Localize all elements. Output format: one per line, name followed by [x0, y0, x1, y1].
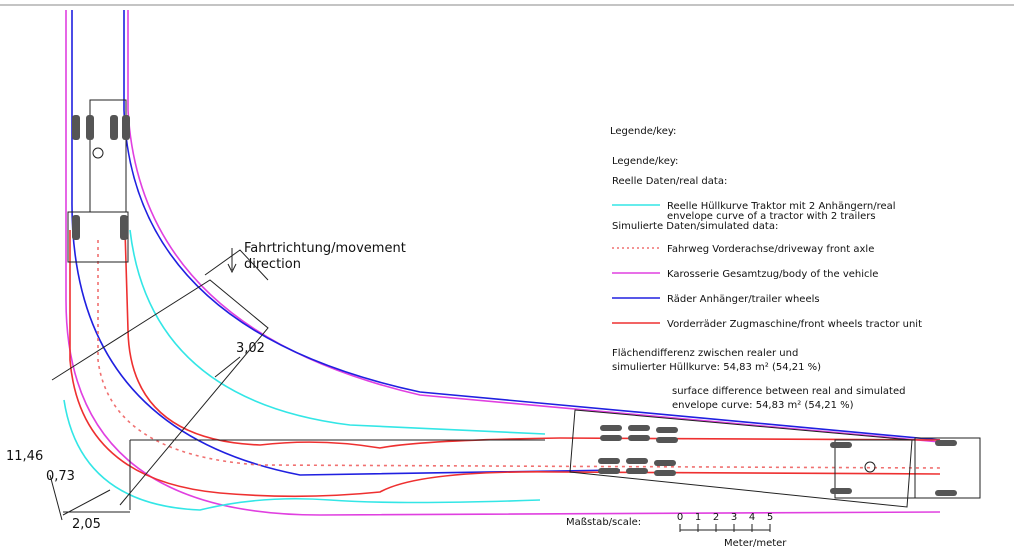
wheel: [628, 425, 650, 431]
wheel: [935, 440, 957, 446]
wheel: [830, 488, 852, 494]
vehicle-outlines: [49, 99, 981, 521]
hitch-right: [864, 461, 876, 473]
wheel: [656, 427, 678, 433]
scale-tick-label: 3: [731, 512, 737, 523]
scale-tick-label: 4: [749, 512, 755, 523]
tractor-cab: [914, 437, 981, 499]
wheel: [654, 460, 676, 466]
wheel: [110, 115, 118, 140]
legend-title: Legende/key:: [612, 156, 678, 167]
wheel: [628, 435, 650, 441]
direction: direction: [244, 257, 301, 272]
legend-entry: Karosserie Gesamtzug/body of the vehicle: [667, 269, 878, 280]
wheel: [600, 425, 622, 431]
scale-tick-label: 1: [695, 512, 701, 523]
difference-en: surface difference between real and simu…: [672, 386, 905, 397]
wheel: [72, 215, 80, 240]
wheel: [120, 215, 128, 240]
wheel: [86, 115, 94, 140]
scale-tick-label: 5: [767, 512, 773, 523]
dim-offset: 0,73: [46, 469, 75, 484]
wheel: [830, 442, 852, 448]
real-inner: [129, 229, 546, 435]
difference-en: envelope curve: 54,83 m² (54,21 %): [672, 400, 854, 411]
trailer: [569, 409, 913, 508]
dim-width: 3,02: [236, 341, 265, 356]
wheel: [600, 435, 622, 441]
wheel: [598, 458, 620, 464]
front-inner: [124, 229, 941, 449]
dim-length: 11,46: [6, 449, 43, 464]
legend-heading: Legende/key:: [610, 126, 676, 137]
real-heading: Reelle Daten/real data:: [612, 176, 727, 187]
scale-unit: Meter/meter: [724, 538, 787, 549]
driveway: [97, 240, 941, 469]
wheels-inner: [123, 10, 941, 441]
wheel: [626, 468, 648, 474]
difference-de: simulierter Hüllkurve: 54,83 m² (54,21 %…: [612, 362, 821, 373]
wheel: [72, 115, 80, 140]
wheels: [72, 115, 957, 496]
scale-label: Maßstab/scale:: [566, 517, 641, 528]
scale-tick-label: 0: [677, 512, 683, 523]
wheel: [935, 490, 957, 496]
scale-tick-label: 2: [713, 512, 719, 523]
wheel: [598, 468, 620, 474]
legend-entry: Räder Anhänger/trailer wheels: [667, 294, 820, 305]
wheel: [656, 437, 678, 443]
direction: Fahrtrichtung/movement: [244, 241, 406, 256]
wheel: [626, 458, 648, 464]
legend-entry: Fahrweg Vorderachse/driveway front axle: [667, 244, 874, 255]
wheel: [654, 470, 676, 476]
dim-base: 2,05: [72, 517, 101, 532]
legend-entry: Reelle Hüllkurve Traktor mit 2 Anhängern…: [667, 201, 896, 212]
legend-entry: envelope curve of a tractor with 2 trail…: [667, 211, 876, 222]
legend-entry: Vorderräder Zugmaschine/front wheels tra…: [667, 319, 922, 330]
front-outer: [69, 230, 941, 498]
hitch: [92, 147, 104, 159]
real-outer: [63, 399, 541, 511]
sim-heading: Simulierte Daten/simulated data:: [612, 221, 778, 232]
difference-de: Flächendifferenz zwischen realer und: [612, 348, 798, 359]
body-inner: [127, 10, 941, 443]
dimension-lines: [49, 249, 545, 521]
wheels-outer: [71, 10, 621, 476]
direction-arrow: [227, 248, 237, 274]
wheel: [122, 115, 130, 140]
